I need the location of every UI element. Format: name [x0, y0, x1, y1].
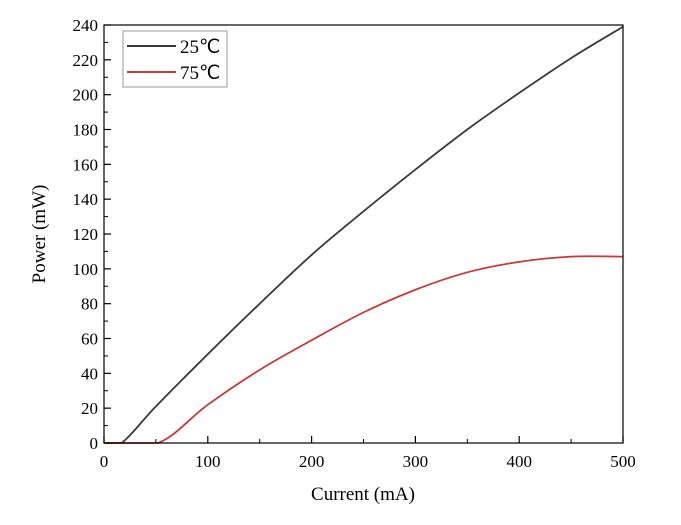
x-tick-label: 300 [403, 452, 429, 471]
y-tick-label: 180 [73, 121, 99, 140]
x-axis-label: Current (mA) [311, 484, 415, 505]
series-line-0 [104, 25, 624, 444]
y-tick-label: 40 [81, 364, 98, 383]
y-tick-label: 160 [73, 155, 99, 174]
legend-box [122, 30, 228, 88]
x-tick-label: 100 [195, 452, 221, 471]
x-tick-label: 0 [100, 452, 109, 471]
y-tick-label: 20 [81, 399, 98, 418]
y-tick-label: 120 [73, 225, 99, 244]
legend: 25℃ 75℃ [122, 30, 228, 88]
y-axis-label: Power (mW) [29, 185, 50, 284]
y-tick-label: 140 [73, 190, 99, 209]
y-tick-label: 200 [73, 86, 99, 105]
series-line-1 [104, 255, 624, 444]
legend-label-25c: 25℃ [180, 37, 220, 58]
y-tick-label: 60 [81, 330, 98, 349]
x-tick-label: 500 [610, 452, 636, 471]
y-tick-label: 220 [73, 51, 99, 70]
y-tick-label: 80 [81, 295, 98, 314]
x-tick-label: 200 [299, 452, 325, 471]
y-tick-label: 0 [90, 434, 99, 453]
y-tick-label: 240 [73, 16, 99, 35]
x-tick-label: 400 [506, 452, 532, 471]
legend-label-75c: 75℃ [180, 63, 220, 84]
y-tick-label: 100 [73, 260, 99, 279]
